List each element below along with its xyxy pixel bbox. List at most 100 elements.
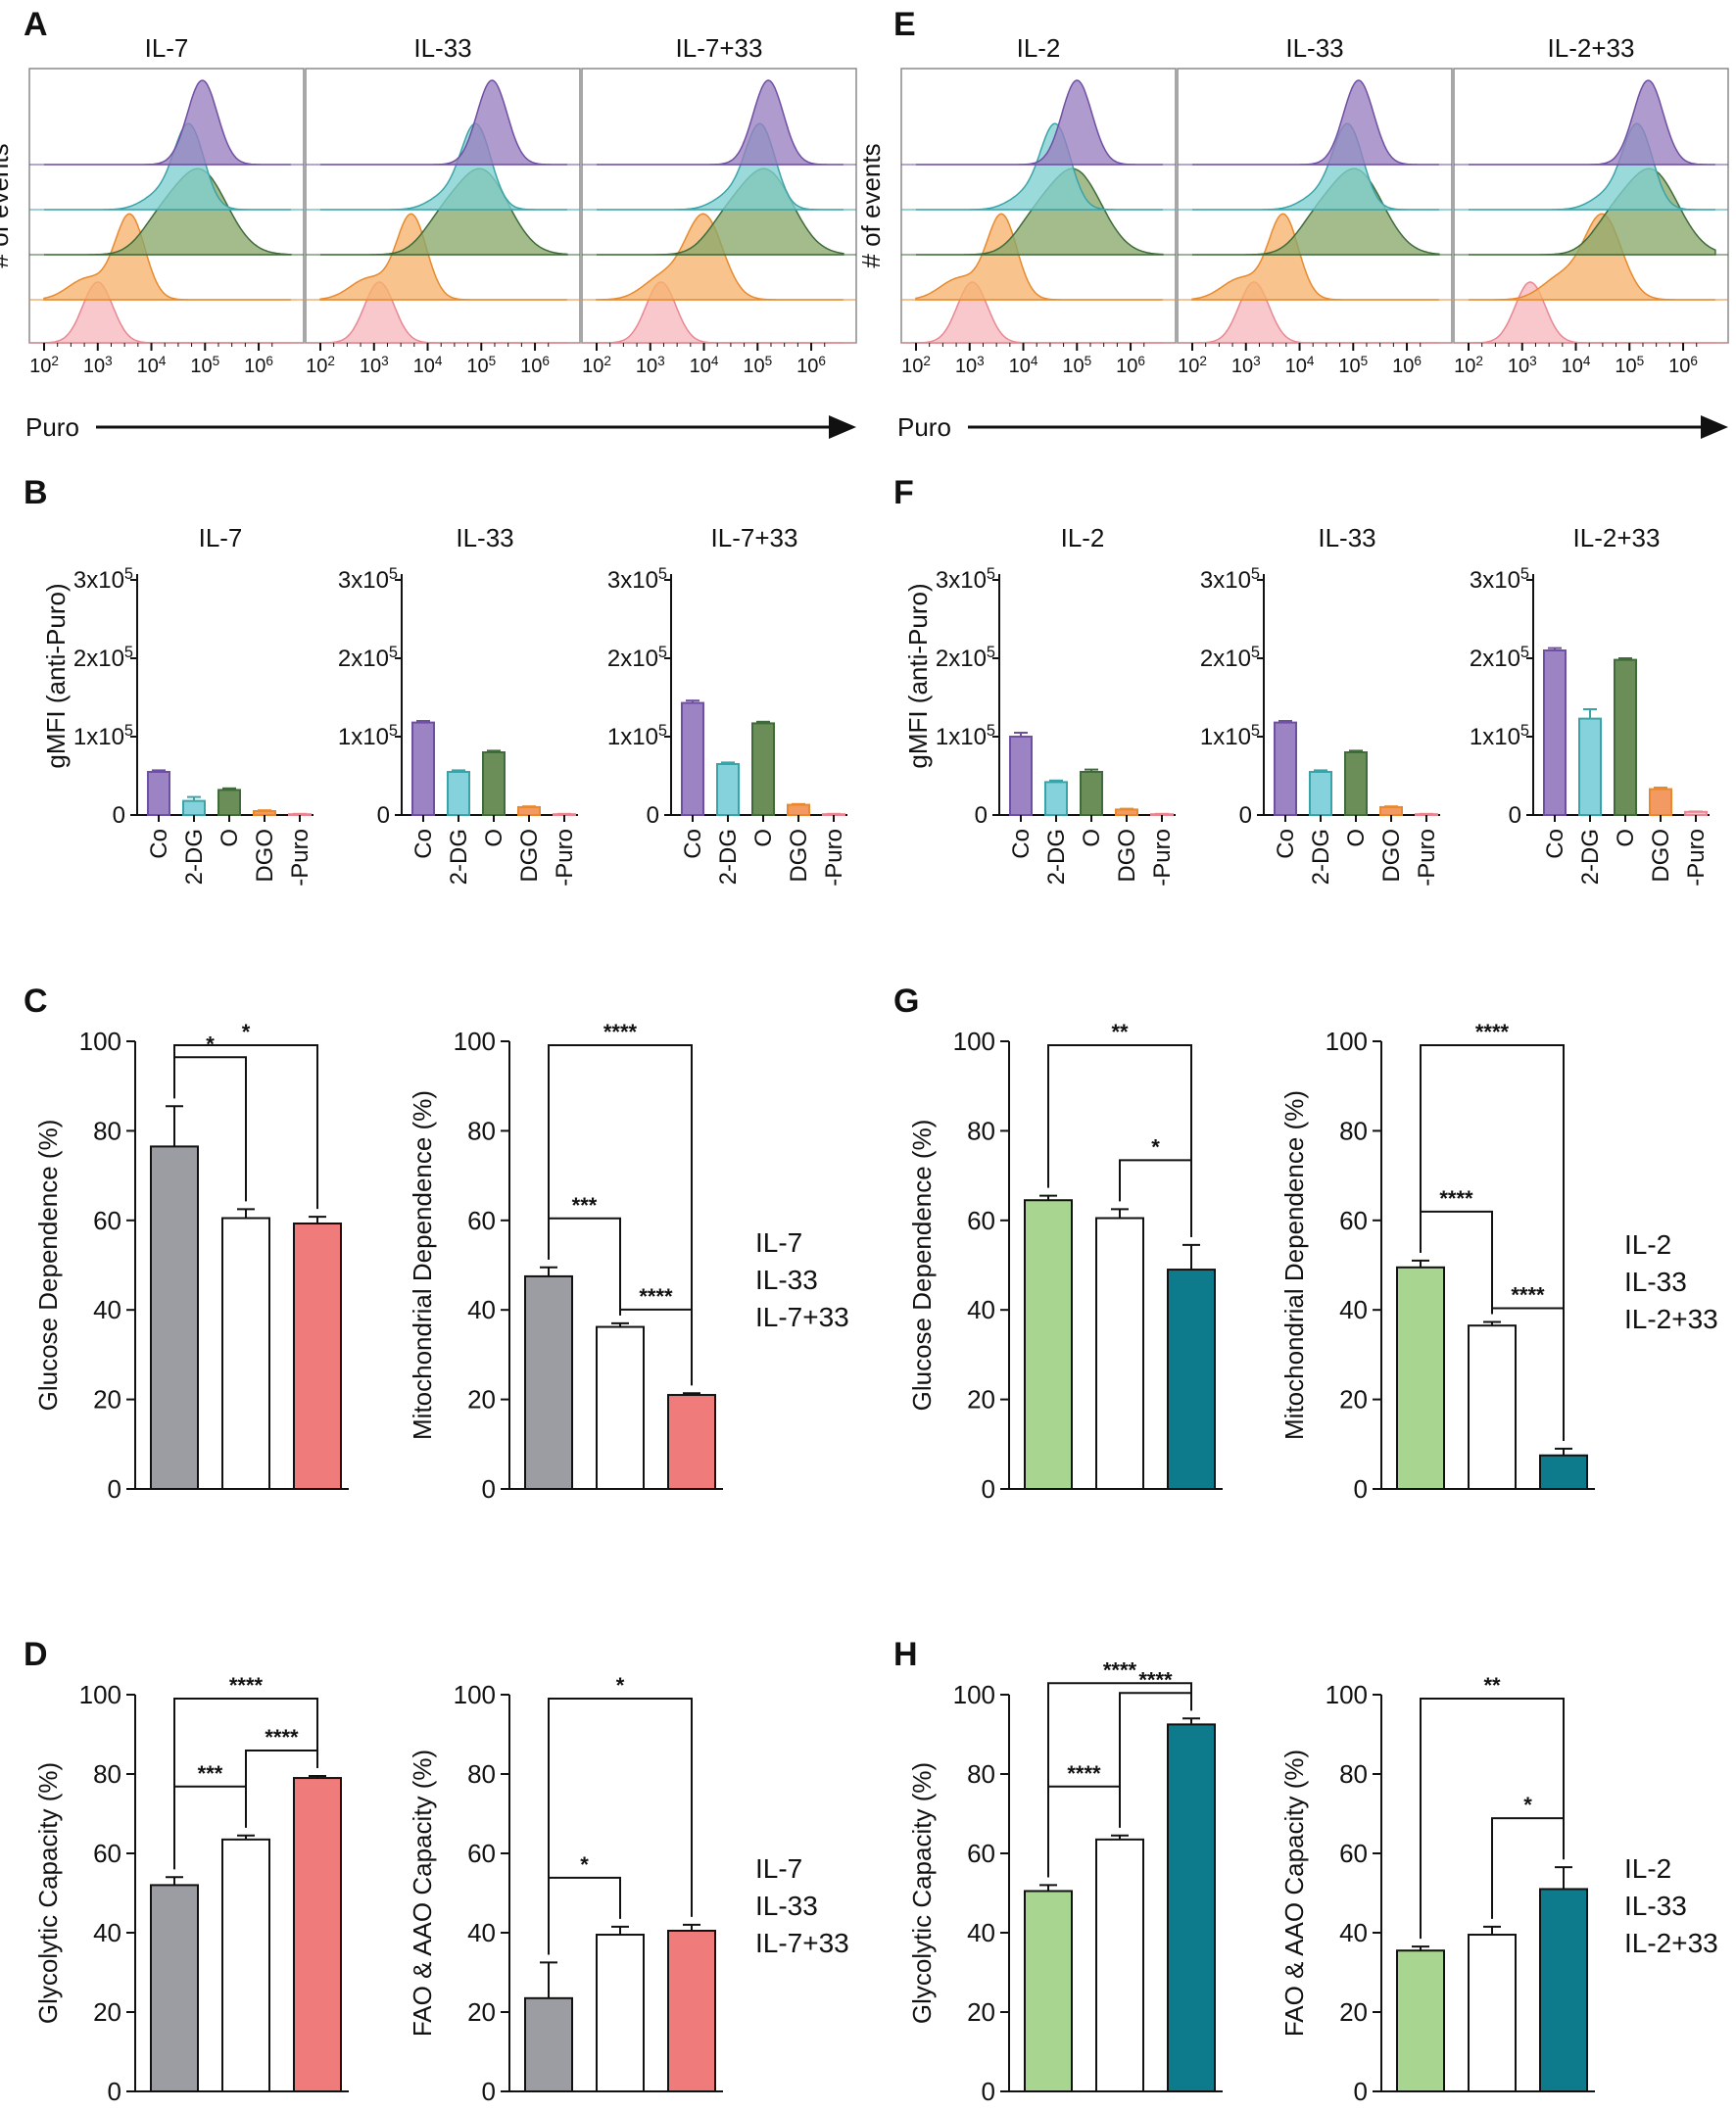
gmfi-y-tick-label: 0 <box>975 802 988 829</box>
gmfi-ylabel: gMFI (anti-Puro) <box>903 583 933 768</box>
bar-y-tick-label: 20 <box>1339 1997 1368 2027</box>
bar-y-tick-label: 60 <box>467 1206 496 1235</box>
hist-tick-label: 105 <box>1062 354 1091 378</box>
gmfi-y-tick-label: 1x105 <box>607 722 667 750</box>
bar-y-tick-label: 60 <box>1339 1839 1368 1868</box>
bar-y-tick-label: 100 <box>79 1027 121 1056</box>
bar-y-tick-label: 80 <box>1339 1759 1368 1789</box>
gmfi-category-label: 2-DG <box>181 829 208 885</box>
gmfi-panel-title: IL-7 <box>199 523 243 552</box>
bar-IL-2 <box>1396 1949 1445 2092</box>
gmfi-y-tick-label: 0 <box>377 802 390 829</box>
bar-y-tick-label: 0 <box>1354 2077 1368 2106</box>
hist-panel-title: IL-2 <box>1017 33 1061 63</box>
gmfi-category-label: -Puro <box>1149 829 1176 887</box>
gmfi-panel-title: IL-2 <box>1061 523 1105 552</box>
hist-panel-title: IL-7+33 <box>676 33 763 63</box>
legend-IL-2: IL-2 <box>1624 1853 1671 1884</box>
hist-panel-title: IL-2+33 <box>1548 33 1635 63</box>
panel-letter-A: A <box>24 6 48 43</box>
bar-y-tick-label: 20 <box>93 1997 121 2027</box>
bar-IL-7+33 <box>667 1929 716 2092</box>
gmfi-category-label: -Puro <box>552 829 578 887</box>
significance-bracket <box>1047 1044 1192 1237</box>
bar-y-tick-label: 100 <box>953 1027 995 1056</box>
hist-tick-label: 106 <box>1116 354 1145 378</box>
legend-IL-2: IL-2 <box>1624 1229 1671 1260</box>
hist-curve-O <box>320 168 568 256</box>
hist-tick-label: 102 <box>306 354 335 378</box>
gmfi-y-tick-label: 0 <box>647 802 659 829</box>
significance-label: * <box>1523 1793 1532 1817</box>
hist-curve-2-DG <box>320 122 567 211</box>
legend-IL-33: IL-33 <box>755 1891 818 1921</box>
gmfi-y-tick-label: 1x105 <box>1470 722 1529 750</box>
gmfi-ylabel: gMFI (anti-Puro) <box>41 583 71 768</box>
gmfi-bar-Co <box>1274 721 1297 816</box>
gmfi-category-label: 2-DG <box>1043 829 1070 885</box>
bar-y-tick-label: 20 <box>967 1385 995 1415</box>
gmfi-panel-title: IL-2+33 <box>1573 523 1661 552</box>
gmfi-category-label: DGO <box>516 829 543 883</box>
significance-label: ** <box>1111 1020 1129 1044</box>
hist-curve-DGO <box>1191 213 1439 301</box>
bar-IL-33 <box>221 1838 270 2092</box>
bar-y-tick-label: 20 <box>1339 1385 1368 1415</box>
bar-y-tick-label: 60 <box>93 1206 121 1235</box>
significance-bracket <box>548 1698 693 1955</box>
gmfi-panel-title: IL-33 <box>1318 523 1375 552</box>
gmfi-y-tick-label: 1x105 <box>338 722 398 750</box>
gmfi-bar-2-DG <box>1044 781 1068 817</box>
gmfi-y-tick-label: 3x105 <box>338 565 398 594</box>
significance-label: * <box>580 1852 589 1877</box>
bar-y-tick-label: 100 <box>79 1680 121 1709</box>
gmfi-category-label: 2-DG <box>1308 829 1334 885</box>
legend-IL-7: IL-7 <box>755 1853 802 1884</box>
gmfi-y-tick-label: 3x105 <box>1470 565 1529 594</box>
legend-IL-7: IL-7 <box>755 1227 802 1258</box>
gmfi-y-tick-label: 0 <box>113 802 125 829</box>
bar-ylabel: Glycolytic Capacity (%) <box>33 1762 63 2024</box>
significance-label: **** <box>229 1673 264 1698</box>
bar-ylabel: Mitochondrial Dependence (%) <box>1279 1090 1309 1440</box>
hist-curve-DGO <box>319 213 567 301</box>
panel-letter-F: F <box>893 474 914 511</box>
hist-tick-label: 106 <box>244 354 273 378</box>
hist-tick-label: 106 <box>1668 354 1698 378</box>
hist-curve-DGO <box>915 213 1163 301</box>
hist-ylabel: # of events <box>856 143 886 267</box>
gmfi-category-label: -Puro <box>287 829 313 887</box>
gmfi-bar-O <box>1080 771 1103 816</box>
gmfi-panel-title: IL-7+33 <box>711 523 798 552</box>
significance-label: **** <box>1475 1020 1510 1044</box>
gmfi-category-label: -Puro <box>1683 829 1710 887</box>
bar-y-tick-label: 60 <box>1339 1206 1368 1235</box>
bar-IL-2 <box>1024 1890 1073 2092</box>
gmfi-category-label: Co <box>1273 829 1299 859</box>
significance-label: **** <box>1138 1667 1173 1692</box>
hist-curve-Co <box>1469 79 1715 166</box>
legend-IL-7+33: IL-7+33 <box>755 1928 849 1958</box>
bar-y-tick-label: 0 <box>1354 1474 1368 1504</box>
significance-label: **** <box>265 1725 299 1750</box>
hist-tick-label: 106 <box>1392 354 1422 378</box>
panel-letter-C: C <box>24 983 48 1020</box>
bar-y-tick-label: 100 <box>454 1680 496 1709</box>
gmfi-y-tick-label: 3x105 <box>1200 565 1260 594</box>
bar-y-tick-label: 40 <box>967 1918 995 1947</box>
hist-tick-label: 103 <box>955 354 985 378</box>
bar-y-tick-label: 100 <box>1326 1027 1368 1056</box>
hist-tick-label: 102 <box>582 354 611 378</box>
gmfi-bar-DGO <box>1649 788 1672 816</box>
gmfi-y-tick-label: 2x105 <box>607 644 667 672</box>
gmfi-y-tick-label: 2x105 <box>73 644 133 672</box>
hist-tick-label: 103 <box>83 354 113 378</box>
bar-IL-33 <box>1468 1934 1517 2093</box>
significance-bracket <box>548 1044 693 1386</box>
hist-tick-label: 102 <box>1454 354 1483 378</box>
bar-y-tick-label: 100 <box>1326 1680 1368 1709</box>
panel-letter-G: G <box>893 983 919 1020</box>
bar-y-tick-label: 60 <box>467 1839 496 1868</box>
bar-IL-7 <box>524 1996 573 2092</box>
